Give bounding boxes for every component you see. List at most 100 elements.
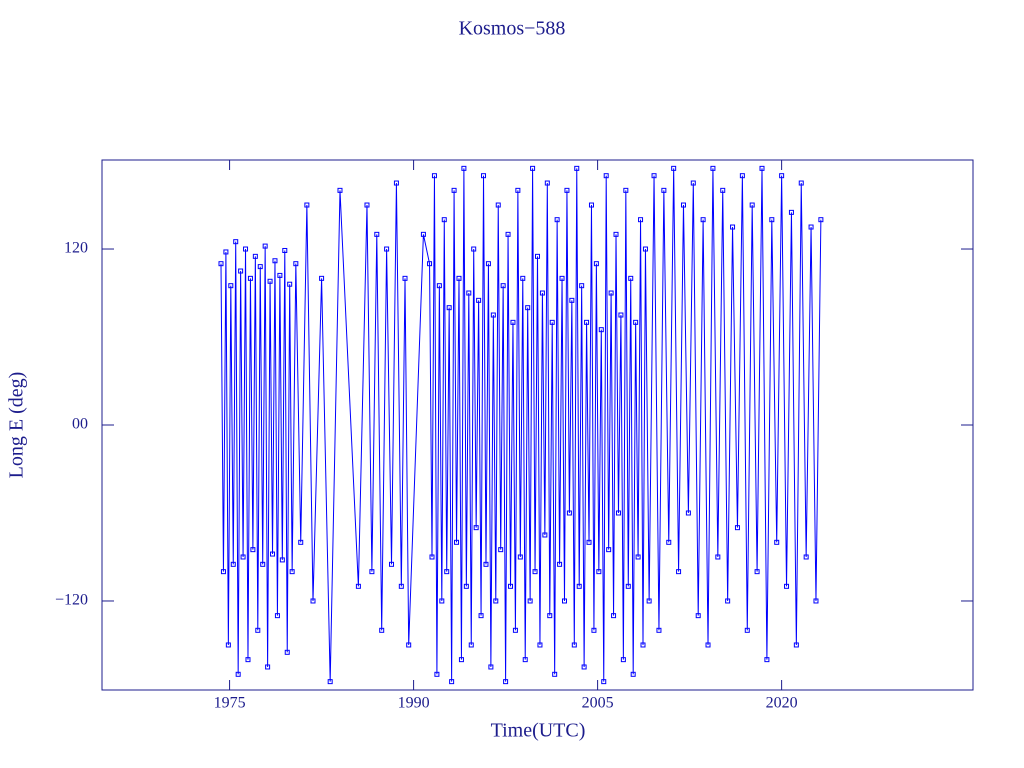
data-marker (680, 202, 686, 208)
data-marker (542, 532, 548, 538)
data-marker (473, 525, 479, 531)
data-marker (720, 187, 726, 193)
data-marker (515, 187, 521, 193)
data-marker (429, 554, 435, 560)
data-marker (235, 671, 241, 677)
data-marker (656, 627, 662, 633)
data-marker (272, 258, 278, 264)
data-marker (485, 261, 491, 267)
data-marker (574, 165, 580, 171)
data-marker (618, 312, 624, 318)
data-marker (730, 224, 736, 230)
data-marker (601, 679, 607, 685)
data-marker (525, 305, 531, 311)
data-marker (700, 217, 706, 223)
data-marker (603, 173, 609, 179)
data-marker (818, 217, 824, 223)
data-marker (389, 561, 395, 567)
data-marker (705, 642, 711, 648)
data-marker (461, 165, 467, 171)
data-marker (498, 547, 504, 553)
data-marker (434, 671, 440, 677)
data-marker (611, 613, 617, 619)
data-marker (228, 283, 234, 289)
data-marker (406, 642, 412, 648)
data-marker (620, 657, 626, 663)
data-marker (402, 275, 408, 281)
data-marker (813, 598, 819, 604)
y-tick-label: −120 (55, 592, 88, 609)
data-marker (527, 598, 533, 604)
data-marker (463, 583, 469, 589)
data-marker (530, 165, 536, 171)
data-marker (576, 583, 582, 589)
data-marker (282, 247, 288, 253)
data-marker (304, 202, 310, 208)
data-marker (398, 583, 404, 589)
data-marker (544, 180, 550, 186)
data-marker (379, 627, 385, 633)
data-marker (764, 657, 770, 663)
data-marker (384, 246, 390, 252)
data-marker (456, 275, 462, 281)
data-marker (327, 679, 333, 685)
data-marker (220, 569, 226, 575)
x-tick-label: 2005 (582, 695, 614, 712)
y-axis-label: Long E (deg) (6, 372, 28, 479)
data-marker (520, 275, 526, 281)
data-marker (298, 539, 304, 545)
data-marker (584, 319, 590, 325)
data-marker (638, 217, 644, 223)
data-marker (262, 243, 268, 249)
data-marker (277, 272, 283, 278)
data-marker (671, 165, 677, 171)
data-marker (554, 217, 560, 223)
data-marker (476, 297, 482, 303)
data-marker (549, 319, 555, 325)
data-marker (468, 642, 474, 648)
data-marker (774, 539, 780, 545)
data-marker (630, 671, 636, 677)
data-marker (364, 202, 370, 208)
x-tick-label: 1975 (214, 695, 246, 712)
data-marker (500, 283, 506, 289)
data-marker (715, 554, 721, 560)
data-marker (588, 202, 594, 208)
data-marker (454, 539, 460, 545)
data-marker (685, 510, 691, 516)
data-marker (478, 613, 484, 619)
data-marker (279, 557, 285, 563)
data-marker (695, 613, 701, 619)
data-marker (243, 246, 249, 252)
data-marker (250, 547, 256, 553)
data-marker (598, 327, 604, 333)
data-marker (439, 598, 445, 604)
data-marker (233, 239, 239, 245)
data-marker (559, 275, 565, 281)
data-marker (446, 305, 452, 311)
chart-title: Kosmos−588 (459, 18, 566, 40)
data-marker (451, 187, 457, 193)
y-tick-label: 00 (72, 416, 88, 433)
data-marker (267, 278, 273, 284)
data-marker (471, 246, 477, 252)
data-marker (586, 539, 592, 545)
data-marker (218, 261, 224, 267)
data-marker (661, 187, 667, 193)
data-marker (539, 290, 545, 296)
data-marker (270, 551, 276, 557)
data-marker (493, 598, 499, 604)
data-marker (532, 569, 538, 575)
data-marker (483, 561, 489, 567)
data-marker (247, 275, 253, 281)
data-marker (646, 598, 652, 604)
data-marker (779, 173, 785, 179)
data-marker (666, 539, 672, 545)
data-marker (793, 642, 799, 648)
data-marker (284, 649, 290, 655)
data-marker (564, 187, 570, 193)
data-marker (754, 569, 760, 575)
data-marker (552, 671, 558, 677)
data-marker (495, 202, 501, 208)
